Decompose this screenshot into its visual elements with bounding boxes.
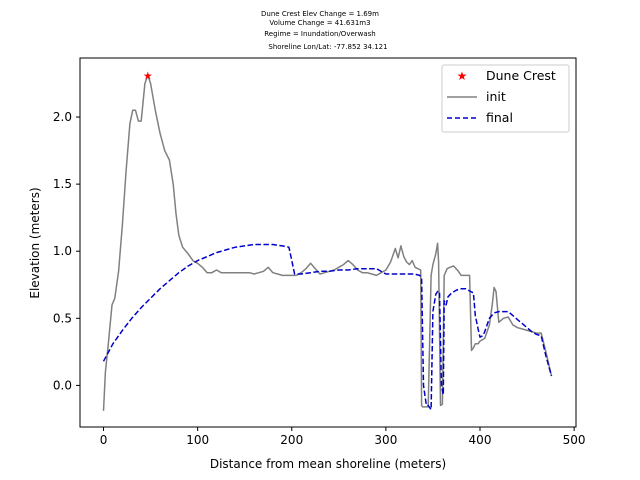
title-line-1: Dune Crest Elev Change = 1.69m bbox=[261, 10, 379, 18]
legend-label-final: final bbox=[486, 110, 513, 125]
x-tick-label: 400 bbox=[469, 433, 492, 447]
legend-dune-crest-marker: ★ bbox=[457, 69, 468, 83]
y-tick-label: 1.5 bbox=[53, 177, 72, 191]
series-line-final bbox=[102, 243, 553, 411]
chart-title: Dune Crest Elev Change = 1.69m Volume Ch… bbox=[261, 10, 388, 51]
x-tick-label: 200 bbox=[280, 433, 303, 447]
title-line-4: Shoreline Lon/Lat: -77.852 34.121 bbox=[268, 43, 387, 51]
y-tick-label: 0.5 bbox=[53, 311, 72, 325]
axes-frame bbox=[79, 57, 577, 428]
series-line-init bbox=[102, 74, 553, 411]
y-tick-label: 2.0 bbox=[53, 110, 72, 124]
y-tick-label: 0.0 bbox=[53, 378, 72, 392]
x-tick-label: 300 bbox=[374, 433, 397, 447]
legend-label-dune-crest: Dune Crest bbox=[486, 68, 556, 83]
legend: ★ Dune Crest init final bbox=[441, 64, 570, 133]
x-tick-label: 500 bbox=[563, 433, 586, 447]
tick-layer: 0 100 200 300 400 500 0.0 0.5 1.0 1.5 2.0 bbox=[53, 110, 586, 447]
y-tick-label: 1.0 bbox=[53, 244, 72, 258]
x-tick-label: 100 bbox=[186, 433, 209, 447]
x-axis-label: Distance from mean shoreline (meters) bbox=[210, 457, 446, 471]
series-layer: ★ bbox=[102, 69, 553, 411]
legend-box bbox=[441, 64, 570, 133]
y-axis-label: Elevation (meters) bbox=[28, 187, 42, 298]
legend-label-init: init bbox=[486, 89, 506, 104]
title-line-2: Volume Change = 41.631m3 bbox=[269, 19, 370, 27]
dune-crest-marker: ★ bbox=[143, 69, 153, 82]
title-line-3: Regime = Inundation/Overwash bbox=[264, 30, 376, 38]
x-tick-label: 0 bbox=[100, 433, 108, 447]
plot-area: ★ 0 100 200 300 400 500 0.0 0.5 1.0 1.5 2.0 bbox=[53, 57, 586, 447]
